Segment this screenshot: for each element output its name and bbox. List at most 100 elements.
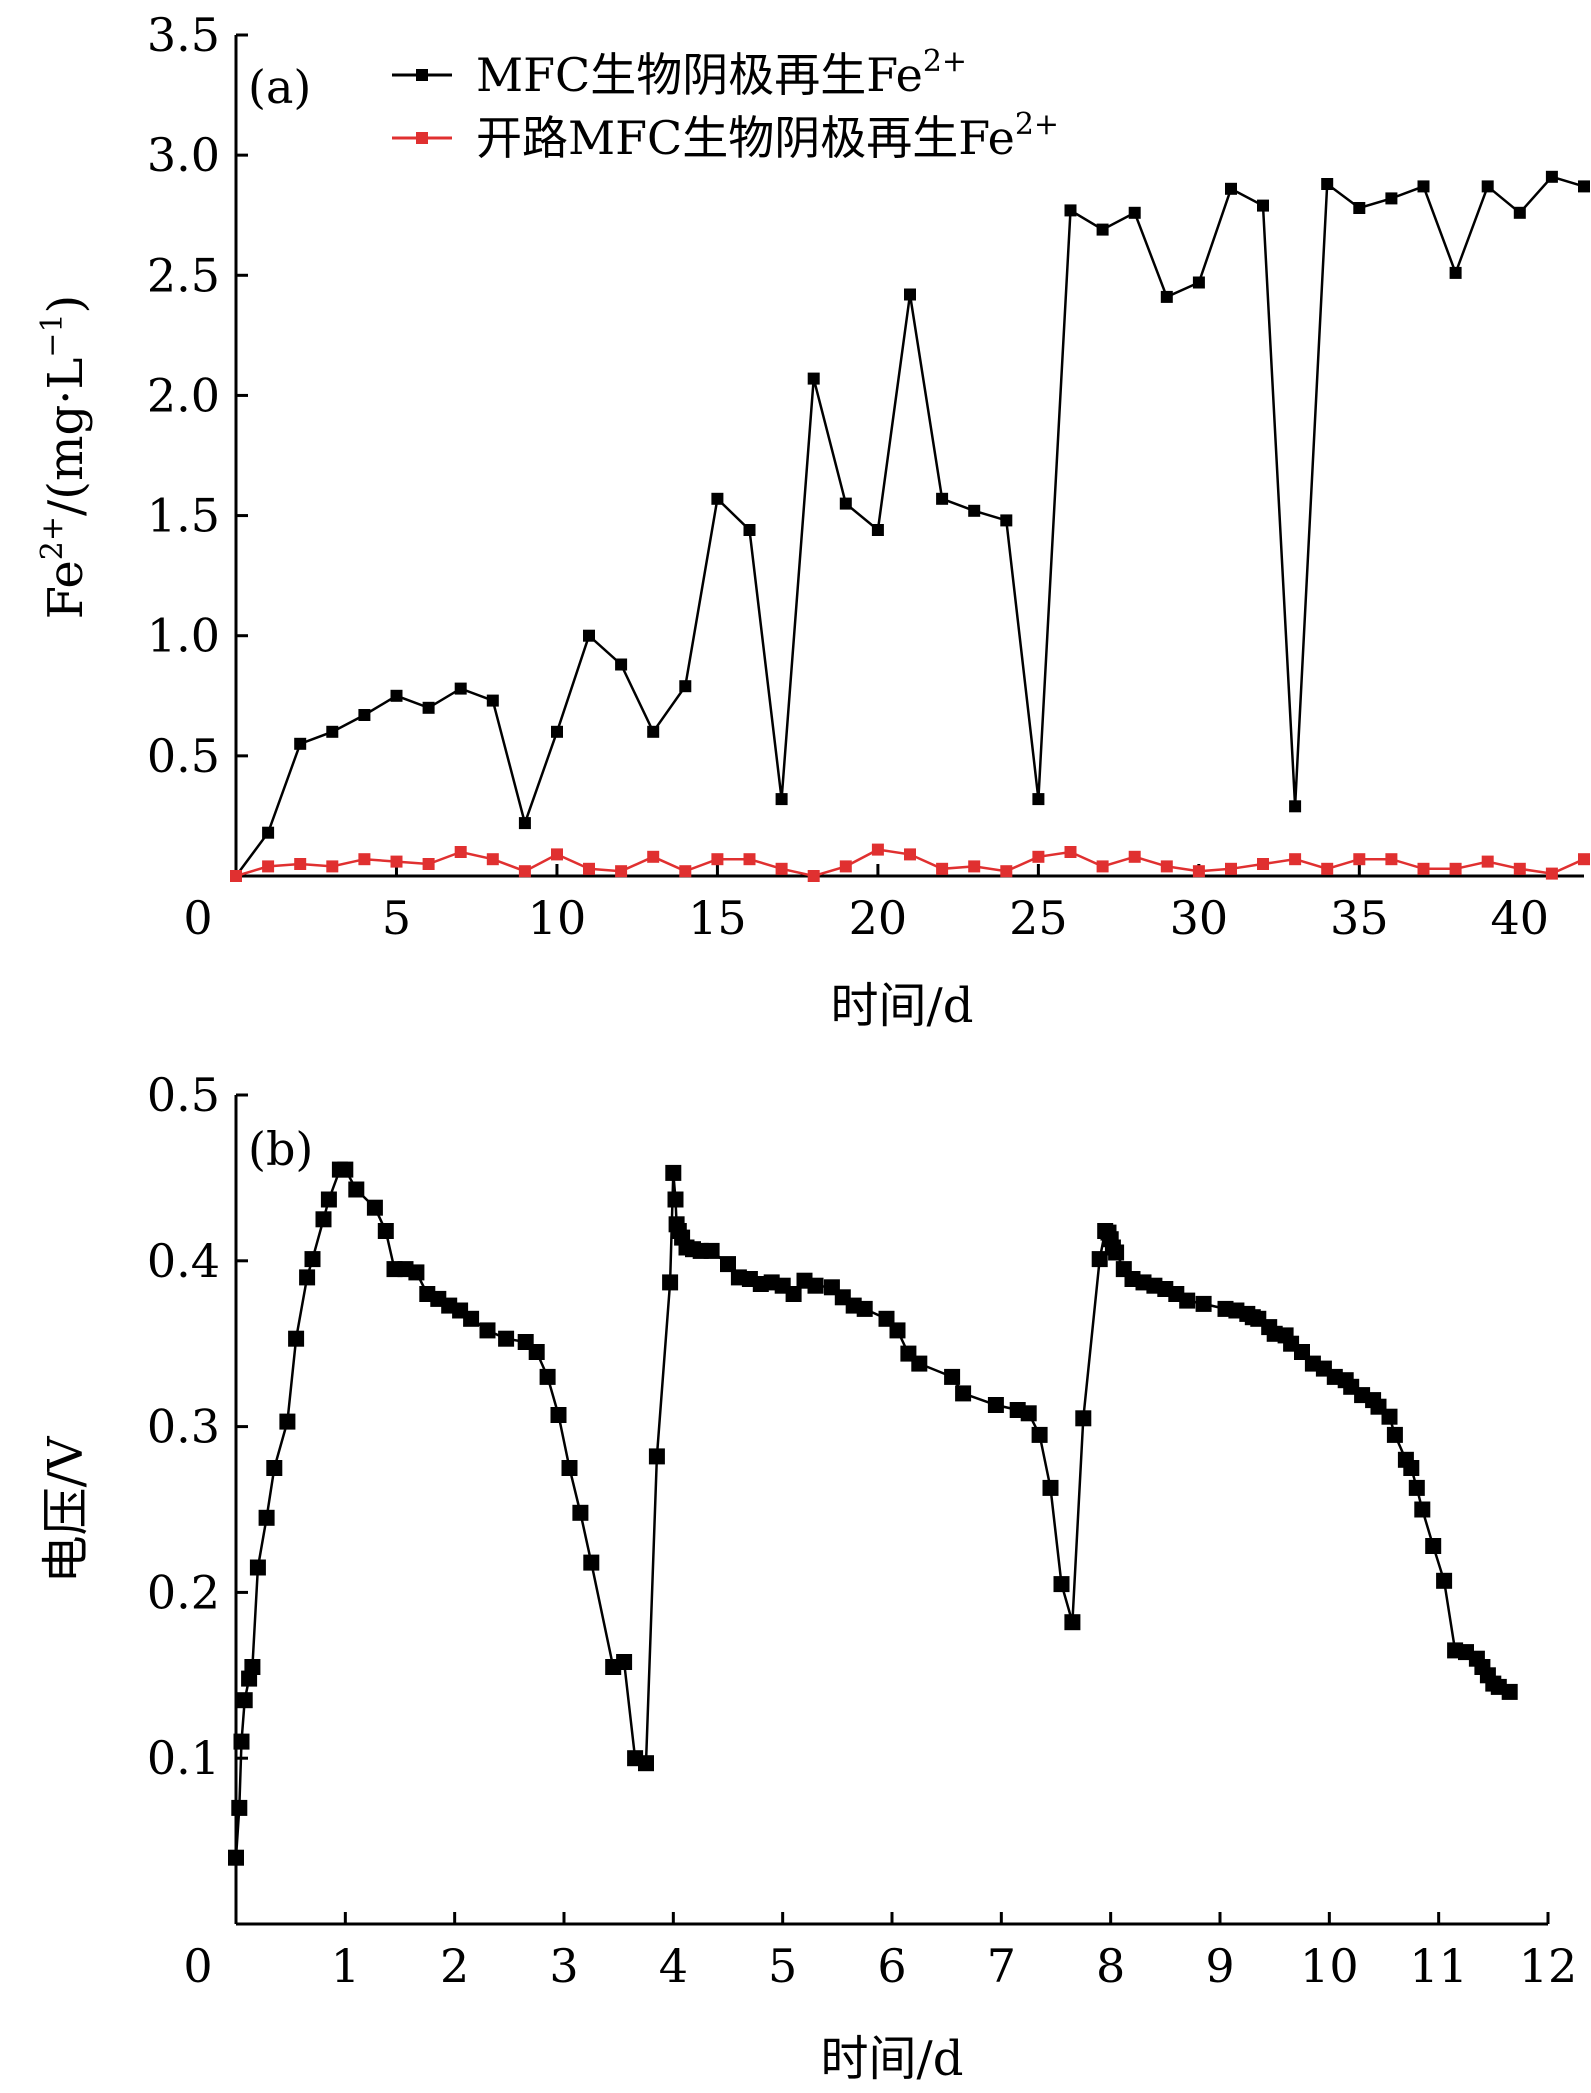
panel-b-series-0-point: [1064, 1614, 1081, 1631]
panel-a-series-0-point: [1353, 202, 1366, 214]
panel-b-series-0-point: [228, 1849, 244, 1866]
panel-a-series-1-point: [1257, 858, 1269, 870]
panel-b-series-0-point: [720, 1256, 736, 1273]
panel-a-series-1-point: [1064, 846, 1077, 858]
panel-b-series-0-point: [944, 1368, 961, 1385]
panel-b-series-0-point: [463, 1310, 480, 1327]
panel-b-series-0-point: [320, 1191, 337, 1208]
panel-b-x-tick-label: 1: [331, 1939, 360, 1993]
panel-a-series-0-point: [1225, 182, 1237, 195]
panel-a-series-0-point: [904, 288, 916, 301]
panel-a-series-0-point: [583, 629, 595, 642]
panel-a-ylabel-end: ): [38, 295, 94, 314]
panel-a-series-0-point: [551, 725, 563, 738]
panel-a-x-tick-label: 40: [1491, 891, 1550, 945]
panel-b-x-tick-label: 4: [659, 1939, 688, 1993]
legend-marker-open: [416, 132, 428, 144]
panel-b-x-tick-label: 9: [1205, 1939, 1234, 1993]
panel-a-x-axis-title: 时间/d: [831, 978, 974, 1034]
panel-b-x-tick-label: 11: [1409, 1939, 1468, 1993]
panel-a-y-tick-label: 1.0: [147, 609, 220, 663]
panel-a-y-ticks: 0.5 1.0 1.5 2.0 2.5 3.0 3.5: [147, 8, 248, 783]
panel-a-series-0-point: [615, 658, 628, 671]
panel-b-series-0-point: [279, 1413, 296, 1430]
panel-a-series-0-point: [1385, 192, 1398, 205]
panel-a-series-1-point: [358, 853, 371, 866]
panel-a-series-0-point: [390, 689, 403, 702]
panel-a-x-tick-label: 5: [382, 891, 411, 945]
panel-b-series-0-point: [539, 1368, 556, 1385]
panel-b-series-0-point: [1195, 1295, 1212, 1312]
panel-b-series-0-point: [1031, 1426, 1048, 1443]
panel-b-series-0-point: [366, 1199, 383, 1216]
panel-b-x-tick-label: 10: [1300, 1939, 1359, 1993]
panel-b-series-0-point: [258, 1509, 275, 1526]
panel-b-series-0-point: [408, 1264, 425, 1281]
panel-b-series-0-point: [1075, 1410, 1092, 1427]
panel-a-y-tick-label: 3.5: [147, 8, 220, 62]
panel-a-series-0-point: [647, 725, 660, 738]
panel-a-ylabel-main: Fe: [38, 560, 94, 619]
panel-a-y-tick-label: 3.0: [147, 128, 220, 182]
panel-a-x-tick-label: 10: [528, 891, 587, 945]
panel-a-series-0-point: [968, 504, 981, 517]
panel-a-series-1-point: [1321, 862, 1334, 875]
panel-a-series-0-point: [422, 701, 435, 714]
panel-a-series-1-point: [1481, 855, 1494, 868]
panel-b-series-0-point: [807, 1277, 824, 1294]
panel-b-x-tick-label: 2: [440, 1939, 469, 1993]
panel-a-series-1-point: [936, 862, 949, 875]
panel-b-series-0-point: [528, 1344, 545, 1360]
panel-a-series-0-point: [294, 737, 307, 750]
panel-b-series-0-point: [667, 1191, 684, 1208]
panel-a-series-1-point: [775, 862, 788, 875]
panel-a-series-1-point: [1353, 853, 1366, 866]
panel-a-series-0-point: [1096, 223, 1109, 236]
panel-a-y-tick-label: 2.5: [147, 248, 220, 302]
panel-b-series-0-point: [1020, 1405, 1037, 1422]
panel-a-series-1-point: [1192, 865, 1205, 878]
panel-a-series-1-point: [1385, 853, 1398, 866]
panel-a-y-tick-label: 2.0: [147, 368, 220, 422]
panel-b-y-axis-title: 电压/V: [38, 1435, 94, 1583]
panel-a-series-0-point: [1578, 180, 1590, 193]
panel-a-series-0-point: [1032, 793, 1045, 806]
panel-a-series-1-point: [1000, 865, 1013, 878]
panel-a-series-1-point: [839, 860, 852, 873]
panel-a-series-0-point: [1513, 206, 1526, 219]
panel-a-label: (a): [248, 60, 311, 114]
panel-b-series-0-point: [785, 1286, 802, 1302]
panel-b-x-tick-label: 7: [987, 1939, 1016, 1993]
panel-a-series-1-point: [871, 843, 884, 856]
panel-b-series-0-point: [889, 1322, 906, 1339]
panel-b-series-0-point: [1425, 1538, 1442, 1554]
panel-a: 0 5 10 15 20 25 30 35 40 0.5 1.0 1.5 2.0 2.5 3.0 3.5 (…: [35, 8, 1590, 1034]
legend-label-open-sup: 2+: [1015, 107, 1059, 142]
legend-label-open: 开路MFC生物阴极再生Fe2+: [476, 107, 1059, 165]
panel-b-series-0-point: [231, 1799, 248, 1816]
panel-a-series-1-point: [743, 853, 756, 866]
panel-b-series-0-point: [233, 1733, 250, 1750]
panel-b-series-0-point: [583, 1554, 600, 1571]
panel-a-y-tick-label: 1.5: [147, 489, 220, 543]
panel-a-series-1-point: [647, 850, 660, 863]
panel-b-series-0-point: [348, 1181, 365, 1198]
panel-a-y-axis-title: Fe2+/(mg·L−1): [35, 295, 94, 620]
panel-b-y-tick-label: 0.5: [147, 1068, 220, 1122]
panel-b-series-0-point: [648, 1448, 665, 1465]
panel-b-series-0-point: [479, 1322, 496, 1339]
panel-b-x-tick-label: 3: [549, 1939, 578, 1993]
panel-b-x-tick-label: 6: [877, 1939, 906, 1993]
legend-label-mfc-sup: 2+: [923, 44, 967, 79]
panel-a-series-1-point: [1289, 853, 1302, 866]
panel-b-series-0-point: [1436, 1572, 1453, 1589]
panel-a-series-0-point: [711, 492, 724, 505]
panel-a-series-1-point: [1225, 862, 1237, 875]
panel-a-series-0-point: [1192, 276, 1205, 289]
panel-a-series-0-point: [262, 826, 275, 839]
panel-a-series-1-point: [1513, 862, 1526, 875]
panel-a-series-0-point: [1064, 204, 1077, 217]
panel-b-series-0-point: [236, 1692, 253, 1709]
panel-b-series-0-line: [234, 1168, 1511, 1858]
panel-b-series-0-point: [1414, 1501, 1431, 1518]
